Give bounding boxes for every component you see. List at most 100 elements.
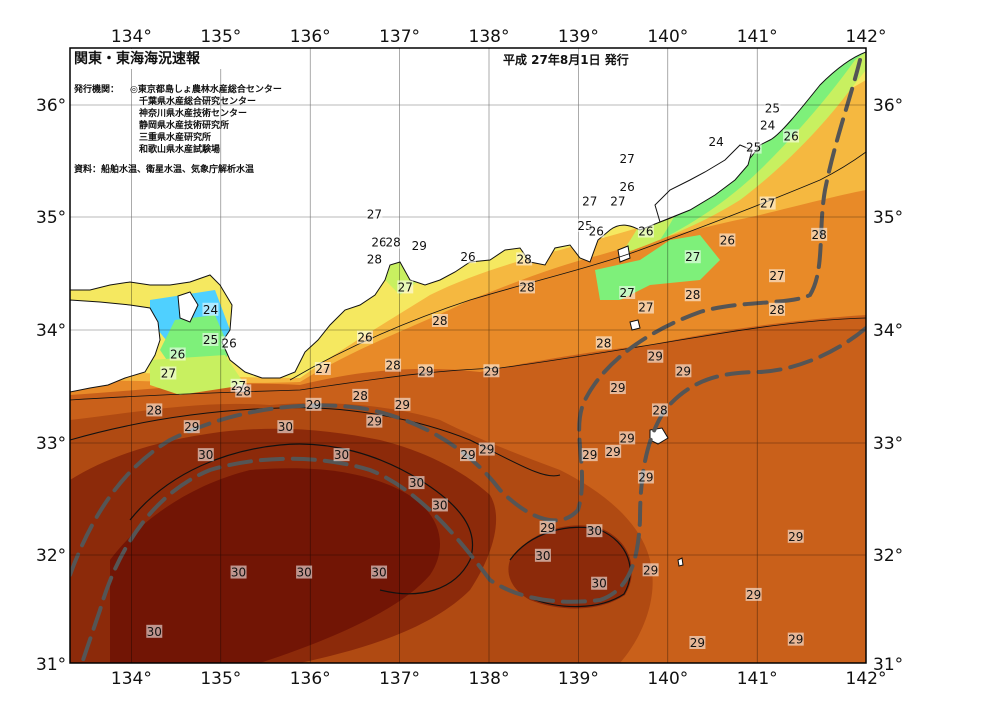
temperature-label: 27 bbox=[315, 362, 330, 376]
isotherm-27-line bbox=[289, 151, 866, 381]
temperature-label: 29 bbox=[184, 420, 199, 434]
temperature-label-backdrop bbox=[277, 420, 294, 434]
land-boso bbox=[654, 144, 753, 223]
temperature-label-backdrop bbox=[314, 362, 331, 376]
temperature-label: 29 bbox=[367, 415, 382, 429]
temperature-label: 27 bbox=[760, 197, 775, 211]
issue-date: 平成 27年8月1日 発行 bbox=[503, 52, 629, 67]
temperature-label: 28 bbox=[519, 280, 534, 294]
temperature-label: 24 bbox=[760, 118, 775, 132]
temperature-label: 29 bbox=[460, 448, 475, 462]
temperature-label-backdrop bbox=[534, 548, 551, 562]
temperature-label: 27 bbox=[582, 194, 597, 208]
temperature-label: 28 bbox=[353, 389, 368, 403]
map-title: 関東・東海海況速報 bbox=[74, 50, 201, 67]
lon-label: 136° bbox=[290, 669, 331, 689]
lon-label: 137° bbox=[379, 669, 420, 689]
temperature-label: 30 bbox=[198, 448, 213, 462]
temperature-label: 28 bbox=[385, 236, 400, 250]
temperature-label: 28 bbox=[236, 384, 251, 398]
temperature-label-backdrop bbox=[366, 252, 383, 266]
temperature-label-backdrop bbox=[356, 330, 373, 344]
temperature-label-backdrop bbox=[609, 381, 626, 395]
temperature-label-backdrop bbox=[169, 347, 186, 361]
isotherm-29-line bbox=[70, 407, 561, 477]
isotherm-30-line bbox=[129, 443, 474, 595]
title-backdrop bbox=[71, 49, 256, 69]
temperature-label-backdrop bbox=[296, 565, 313, 579]
temperature-label-backdrop bbox=[586, 524, 603, 538]
temperature-label: 28 bbox=[812, 228, 827, 242]
temperature-label: 29 bbox=[418, 364, 433, 378]
lon-label: 137° bbox=[379, 27, 420, 47]
temperature-label: 25 bbox=[203, 333, 218, 347]
temperature-label: 28 bbox=[147, 403, 162, 417]
temperature-label-backdrop bbox=[235, 384, 252, 398]
temperature-label: 29 bbox=[540, 521, 555, 535]
temperature-label-backdrop bbox=[759, 118, 776, 132]
temperature-label-backdrop bbox=[783, 129, 800, 143]
temperature-label-backdrop bbox=[202, 302, 219, 316]
temperature-label-backdrop bbox=[183, 420, 200, 434]
temperature-label: 27 bbox=[398, 280, 413, 294]
temperature-label: 28 bbox=[385, 359, 400, 373]
map-border bbox=[69, 47, 867, 664]
lon-label: 135° bbox=[200, 27, 241, 47]
temperature-label: 29 bbox=[620, 431, 635, 445]
temperature-label: 29 bbox=[788, 633, 803, 647]
temperature-label-backdrop bbox=[745, 140, 762, 154]
temperature-label: 27 bbox=[685, 250, 700, 264]
lat-label: 35° bbox=[873, 208, 903, 228]
temperature-label-backdrop bbox=[684, 250, 701, 264]
issuer-item: 千葉県水産総合研究センター bbox=[139, 95, 256, 107]
temperature-label: 29 bbox=[479, 443, 494, 457]
temperature-label: 30 bbox=[231, 566, 246, 580]
issuer-item: 和歌山県水産試験場 bbox=[138, 143, 220, 155]
lon-label: 134° bbox=[111, 27, 152, 47]
temperature-label: 26 bbox=[589, 225, 604, 239]
land-honshu bbox=[70, 48, 866, 379]
temperature-label-backdrop bbox=[708, 135, 725, 149]
temperature-label-backdrop bbox=[417, 364, 434, 378]
temperature-label-backdrop bbox=[366, 414, 383, 428]
temperature-label: 28 bbox=[769, 303, 784, 317]
temperature-label: 30 bbox=[334, 448, 349, 462]
temperature-label: 29 bbox=[412, 239, 427, 253]
lon-label: 141° bbox=[737, 669, 778, 689]
lat-label: 35° bbox=[36, 208, 66, 228]
temperature-label: 29 bbox=[643, 563, 658, 577]
temperature-label: 28 bbox=[652, 403, 667, 417]
temperature-label-backdrop bbox=[787, 529, 804, 543]
lon-label: 139° bbox=[558, 27, 599, 47]
land-izu-oshima bbox=[617, 245, 631, 263]
temperature-label: 27 bbox=[620, 152, 635, 166]
temperature-label: 30 bbox=[432, 498, 447, 512]
temperature-label-backdrop bbox=[366, 207, 383, 221]
band-30-core bbox=[110, 468, 440, 663]
temperature-label-backdrop bbox=[591, 576, 608, 590]
temperature-label: 29 bbox=[395, 398, 410, 412]
temperature-label-backdrop bbox=[371, 565, 388, 579]
temperature-label-backdrop bbox=[516, 252, 533, 266]
temperature-label-backdrop bbox=[371, 235, 388, 249]
temperature-label: 29 bbox=[788, 530, 803, 544]
temperature-label-backdrop bbox=[619, 179, 636, 193]
temperature-label: 26 bbox=[638, 225, 653, 239]
temperature-label-backdrop bbox=[642, 563, 659, 577]
lon-label: 135° bbox=[200, 669, 241, 689]
lat-label: 31° bbox=[36, 655, 66, 675]
temperature-label: 29 bbox=[306, 398, 321, 412]
lon-label: 140° bbox=[647, 669, 688, 689]
temperature-label-backdrop bbox=[197, 448, 214, 462]
temperature-label: 29 bbox=[638, 471, 653, 485]
land-small-island bbox=[677, 557, 684, 567]
temperature-label: 29 bbox=[746, 588, 761, 602]
temperature-label: 29 bbox=[606, 445, 621, 459]
temperature-label: 29 bbox=[610, 381, 625, 395]
temperature-label-backdrop bbox=[581, 448, 598, 462]
temperature-label-backdrop bbox=[769, 269, 786, 283]
temperature-label-backdrop bbox=[609, 194, 626, 208]
temperature-label-backdrop bbox=[647, 349, 664, 363]
temperature-label-backdrop bbox=[637, 300, 654, 314]
